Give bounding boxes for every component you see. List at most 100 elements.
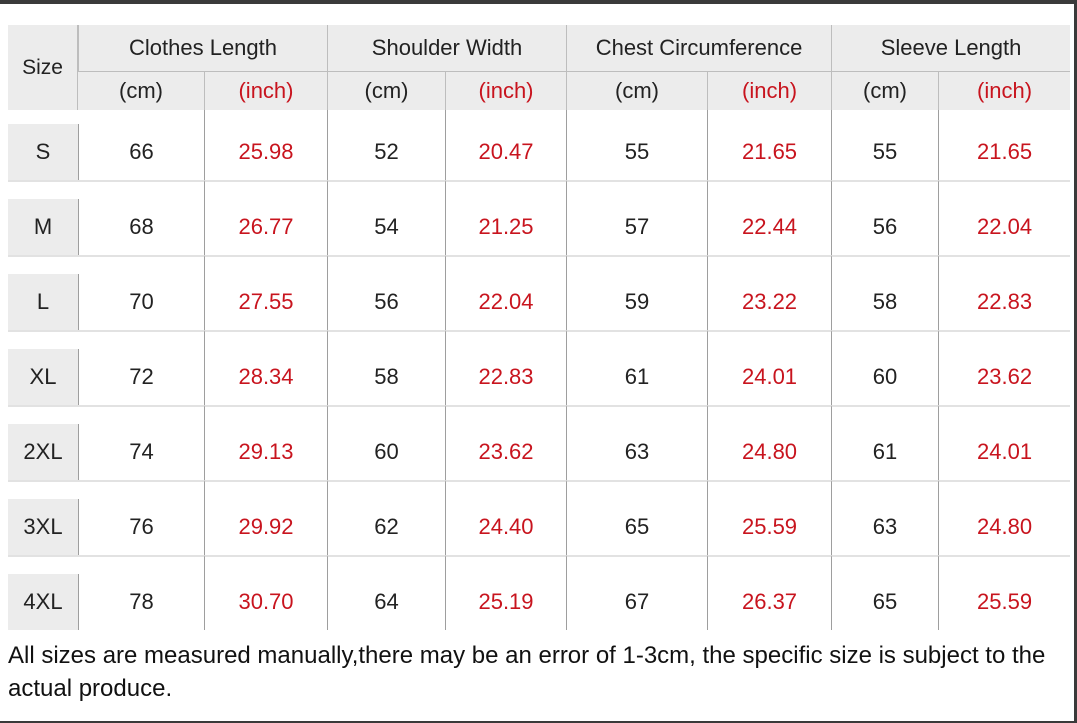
- group-header-shoulder-width: Shoulder Width: [327, 25, 567, 72]
- gap-cell: [445, 180, 567, 199]
- cm-value-cell: 64: [327, 574, 445, 630]
- gap-cell: [707, 180, 832, 199]
- table-row: XL 72 28.34 58 22.83 61 24.01 60 23.62: [8, 349, 1071, 405]
- inch-value-cell: 30.70: [204, 574, 327, 630]
- gap-cell: [445, 110, 567, 124]
- cm-value-cell: 56: [327, 274, 445, 330]
- gap-cell: [78, 480, 204, 499]
- gap-cell: [707, 330, 832, 349]
- header-spacer-row: [8, 110, 1071, 124]
- group-header-chest-circumference: Chest Circumference: [566, 25, 832, 72]
- unit-header-inch: (inch): [204, 72, 327, 110]
- unit-header-inch: (inch): [938, 72, 1071, 110]
- cm-value-cell: 63: [831, 499, 939, 555]
- group-header-sleeve-length: Sleeve Length: [831, 25, 1071, 72]
- cm-value-cell: 72: [78, 349, 204, 405]
- cm-value-cell: 56: [831, 199, 939, 255]
- size-cell: 2XL: [8, 424, 78, 480]
- inch-value-cell: 24.80: [938, 499, 1071, 555]
- cm-value-cell: 66: [78, 124, 204, 180]
- gap-cell: [204, 480, 327, 499]
- cm-value-cell: 62: [327, 499, 445, 555]
- gap-cell: [831, 555, 939, 574]
- gap-cell: [8, 110, 78, 124]
- gap-cell: [327, 255, 445, 274]
- inch-value-cell: 23.62: [445, 424, 567, 480]
- gap-cell: [566, 480, 708, 499]
- cm-value-cell: 52: [327, 124, 445, 180]
- gap-cell: [204, 180, 327, 199]
- gap-cell: [831, 180, 939, 199]
- cm-value-cell: 58: [327, 349, 445, 405]
- gap-cell: [938, 110, 1071, 124]
- unit-header-inch: (inch): [445, 72, 567, 110]
- cm-value-cell: 59: [566, 274, 708, 330]
- cm-value-cell: 54: [327, 199, 445, 255]
- cm-value-cell: 61: [566, 349, 708, 405]
- table-row: 2XL 74 29.13 60 23.62 63 24.80 61 24.01: [8, 424, 1071, 480]
- inch-value-cell: 21.25: [445, 199, 567, 255]
- cm-value-cell: 76: [78, 499, 204, 555]
- inch-value-cell: 26.37: [707, 574, 832, 630]
- cm-value-cell: 74: [78, 424, 204, 480]
- gap-cell: [204, 555, 327, 574]
- header-row-units: (cm) (inch) (cm) (inch) (cm) (inch) (cm)…: [8, 72, 1071, 110]
- inch-value-cell: 21.65: [707, 124, 832, 180]
- inch-value-cell: 22.04: [938, 199, 1071, 255]
- gap-cell: [566, 555, 708, 574]
- gap-cell: [327, 405, 445, 424]
- gap-cell: [445, 405, 567, 424]
- gap-cell: [78, 555, 204, 574]
- cm-value-cell: 61: [831, 424, 939, 480]
- inch-value-cell: 24.80: [707, 424, 832, 480]
- inch-value-cell: 29.92: [204, 499, 327, 555]
- cm-value-cell: 63: [566, 424, 708, 480]
- gap-cell: [327, 110, 445, 124]
- inch-value-cell: 20.47: [445, 124, 567, 180]
- gap-cell: [566, 255, 708, 274]
- cm-value-cell: 65: [566, 499, 708, 555]
- inch-value-cell: 24.40: [445, 499, 567, 555]
- cm-value-cell: 60: [327, 424, 445, 480]
- inch-value-cell: 22.44: [707, 199, 832, 255]
- gap-cell: [204, 110, 327, 124]
- gap-cell: [831, 480, 939, 499]
- gap-cell: [707, 480, 832, 499]
- cm-value-cell: 58: [831, 274, 939, 330]
- cm-value-cell: 67: [566, 574, 708, 630]
- table-row: 3XL 76 29.92 62 24.40 65 25.59 63 24.80: [8, 499, 1071, 555]
- size-cell: S: [8, 124, 78, 180]
- gap-cell: [707, 110, 832, 124]
- gap-cell: [707, 255, 832, 274]
- size-cell: M: [8, 199, 78, 255]
- gap-cell: [78, 180, 204, 199]
- row-gap: [8, 330, 1071, 349]
- inch-value-cell: 29.13: [204, 424, 327, 480]
- gap-cell: [938, 480, 1071, 499]
- gap-cell: [8, 255, 78, 274]
- gap-cell: [8, 480, 78, 499]
- frame-bottom-border: [0, 721, 1077, 723]
- frame-top-border: [0, 0, 1077, 4]
- inch-value-cell: 25.59: [938, 574, 1071, 630]
- unit-header-cm: (cm): [327, 72, 445, 110]
- gap-cell: [78, 255, 204, 274]
- cm-value-cell: 78: [78, 574, 204, 630]
- size-header: Size: [8, 25, 78, 110]
- unit-header-cm: (cm): [78, 72, 204, 110]
- gap-cell: [831, 110, 939, 124]
- unit-header-inch: (inch): [707, 72, 832, 110]
- inch-value-cell: 27.55: [204, 274, 327, 330]
- inch-value-cell: 24.01: [938, 424, 1071, 480]
- size-cell: 4XL: [8, 574, 78, 630]
- gap-cell: [8, 405, 78, 424]
- inch-value-cell: 21.65: [938, 124, 1071, 180]
- gap-cell: [78, 405, 204, 424]
- gap-cell: [204, 330, 327, 349]
- inch-value-cell: 28.34: [204, 349, 327, 405]
- gap-cell: [831, 330, 939, 349]
- gap-cell: [78, 330, 204, 349]
- row-gap: [8, 405, 1071, 424]
- inch-value-cell: 25.19: [445, 574, 567, 630]
- header-row-groups: Size Clothes Length Shoulder Width Chest…: [8, 25, 1071, 110]
